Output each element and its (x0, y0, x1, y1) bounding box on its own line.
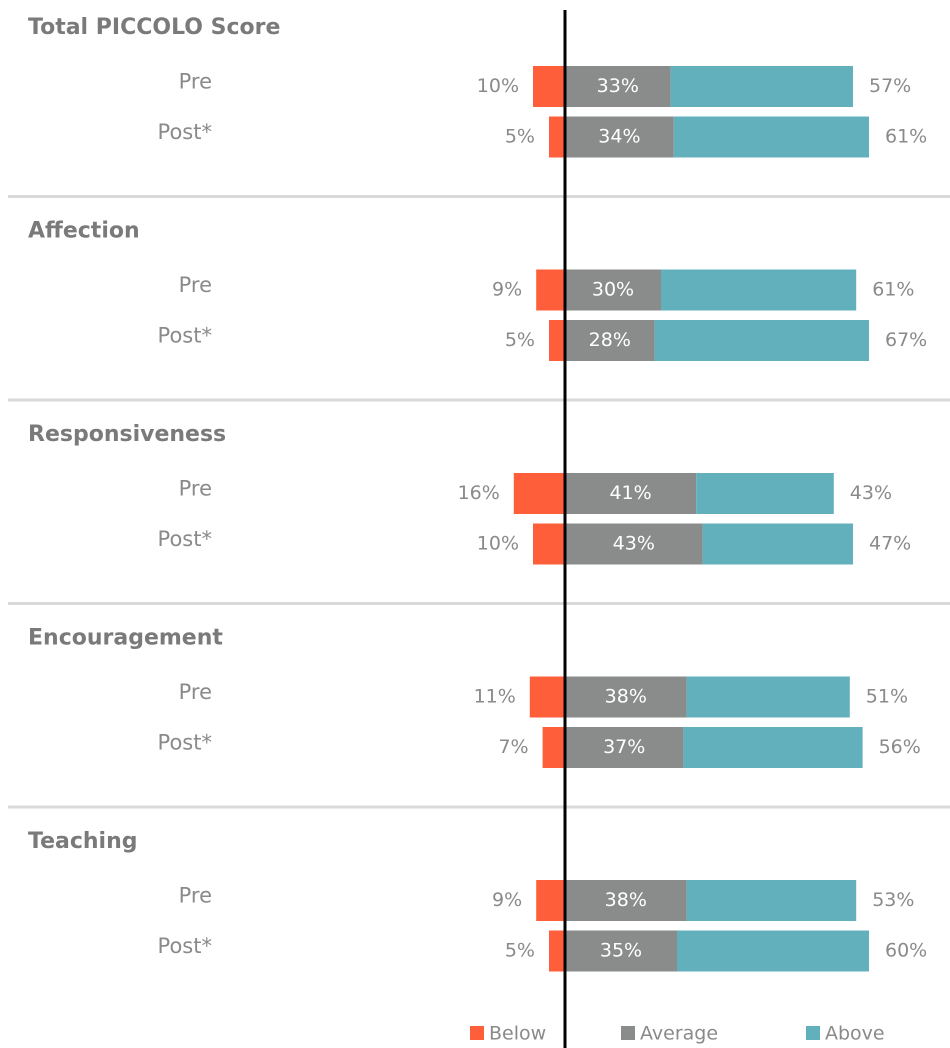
value-label: 9% (492, 279, 522, 301)
value-label: 47% (869, 533, 911, 555)
bar-2 (696, 473, 834, 514)
value-label: 10% (477, 533, 519, 555)
value-label: 43% (850, 482, 892, 504)
category-label: Post* (158, 324, 212, 348)
bar-below (549, 930, 565, 972)
group-title: Total PICCOLO Score (28, 15, 280, 40)
value-label: 38% (605, 889, 647, 911)
value-label: 11% (474, 686, 516, 708)
bar-below (533, 66, 565, 107)
bar-below (529, 676, 565, 718)
bar-1 (565, 930, 677, 972)
value-label: 35% (600, 940, 642, 962)
value-label: 61% (872, 279, 914, 301)
value-label: 51% (866, 686, 908, 708)
group-title: Responsiveness (28, 422, 226, 447)
value-label: 28% (589, 329, 631, 351)
value-label: 5% (505, 329, 535, 351)
category-label: Post* (158, 934, 212, 958)
value-label: 7% (498, 736, 528, 758)
bar-2 (683, 727, 863, 768)
bar-below (533, 523, 565, 565)
category-label: Pre (179, 680, 212, 704)
bar-1 (565, 523, 703, 565)
value-label: 5% (505, 126, 535, 148)
value-label: 16% (458, 482, 500, 504)
group-title: Encouragement (28, 626, 223, 651)
group-title: Affection (28, 219, 140, 244)
value-label: 30% (592, 279, 634, 301)
bar-below (513, 473, 565, 514)
value-label: 5% (505, 940, 535, 962)
bar-2 (673, 116, 869, 158)
value-label: 33% (597, 75, 639, 97)
legend-label: Above (825, 1023, 885, 1045)
bar-1 (565, 880, 687, 921)
category-label: Pre (179, 70, 212, 94)
bar-2 (670, 66, 853, 107)
value-label: 67% (885, 329, 927, 351)
legend-swatch (806, 1026, 820, 1040)
category-label: Post* (158, 120, 212, 144)
bar-2 (686, 676, 850, 718)
value-label: 56% (879, 736, 921, 758)
legend-swatch (470, 1026, 484, 1040)
value-label: 53% (872, 889, 914, 911)
bar-2 (686, 880, 857, 921)
legend-label: Below (489, 1023, 546, 1045)
bar-below (549, 116, 565, 158)
legend-swatch (621, 1026, 635, 1040)
value-label: 37% (603, 736, 645, 758)
bar-1 (565, 473, 697, 514)
bar-1 (565, 320, 655, 361)
legend-label: Average (640, 1023, 718, 1045)
category-label: Pre (179, 477, 212, 501)
value-label: 61% (885, 126, 927, 148)
bar-2 (702, 523, 853, 565)
bar-1 (565, 116, 674, 158)
bar-1 (565, 676, 687, 718)
value-label: 10% (477, 75, 519, 97)
bar-2 (661, 269, 857, 311)
bar-below (549, 320, 565, 361)
value-label: 41% (609, 482, 651, 504)
bar-1 (565, 269, 661, 311)
category-label: Post* (158, 731, 212, 755)
bar-below (542, 727, 565, 768)
value-label: 60% (885, 940, 927, 962)
value-label: 9% (492, 889, 522, 911)
bar-1 (565, 66, 671, 107)
bar-below (536, 880, 565, 921)
value-label: 34% (598, 126, 640, 148)
group-title: Teaching (28, 829, 138, 854)
value-label: 38% (605, 686, 647, 708)
bar-1 (565, 727, 684, 768)
category-label: Pre (179, 884, 212, 908)
value-label: 57% (869, 75, 911, 97)
category-label: Post* (158, 527, 212, 551)
bar-2 (654, 320, 869, 361)
value-label: 43% (613, 533, 655, 555)
bar-2 (677, 930, 869, 972)
bar-below (536, 269, 565, 311)
category-label: Pre (179, 273, 212, 297)
